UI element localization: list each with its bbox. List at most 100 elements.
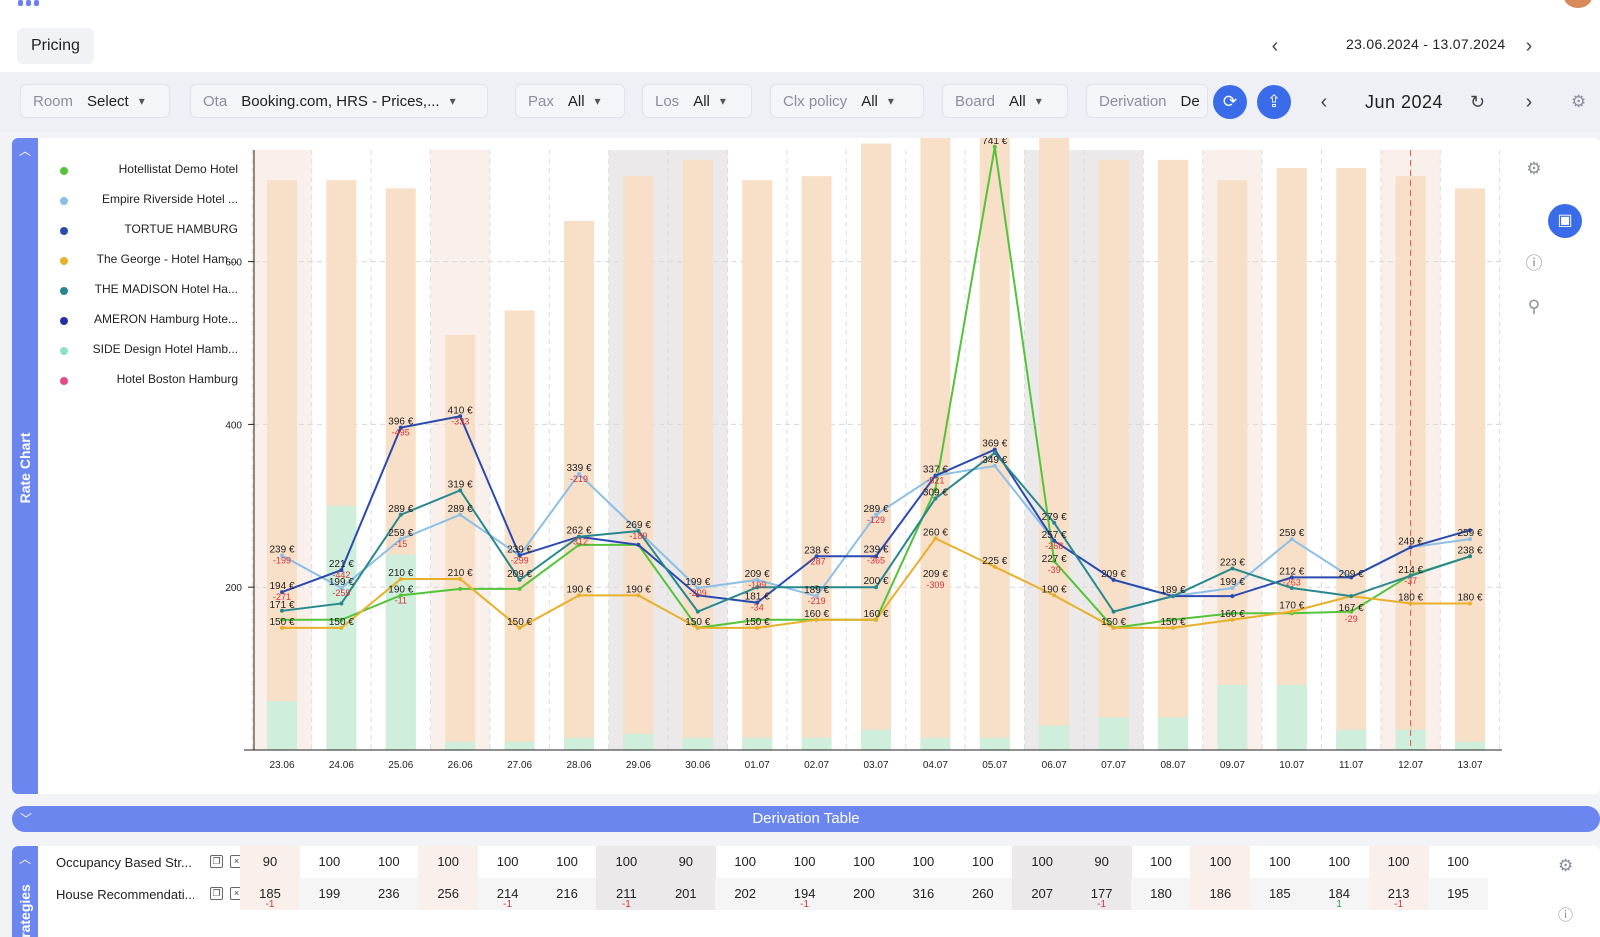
legend-item[interactable]: AMERON Hamburg Hote...: [48, 308, 238, 338]
strategy-cell[interactable]: 211 -1: [596, 878, 657, 910]
strategy-cell[interactable]: 195: [1428, 878, 1488, 910]
strategy-cell[interactable]: 100: [1309, 846, 1369, 878]
next-month-chevron-icon[interactable]: ›: [1525, 91, 1533, 113]
strategy-cell[interactable]: 100: [1012, 846, 1073, 878]
strategy-cell[interactable]: 100: [1131, 846, 1191, 878]
info-icon[interactable]: ⓘ: [1558, 907, 1574, 924]
strategy-cell[interactable]: 100: [478, 846, 538, 878]
rate-chart-sidebar[interactable]: ︿ Rate Chart: [12, 138, 38, 794]
strategy-cell[interactable]: 316: [893, 878, 954, 910]
availability-bar: [801, 176, 832, 750]
strategy-cell[interactable]: 202: [715, 878, 776, 910]
strategy-cell[interactable]: 100: [537, 846, 597, 878]
series-point: [1171, 617, 1175, 622]
strategies-sidebar[interactable]: ︿ Strategies: [12, 846, 38, 937]
strategy-cell[interactable]: 194 -1: [774, 878, 835, 910]
strategy-diff: -1: [1097, 899, 1107, 910]
chart-settings-icon[interactable]: ⚙: [1526, 159, 1542, 178]
series-point: [874, 554, 878, 559]
legend-item[interactable]: SIDE Design Hotel Hamb...: [48, 338, 238, 368]
legend-item[interactable]: The George - Hotel Ham...: [48, 248, 238, 278]
info-icon[interactable]: ⓘ: [1525, 254, 1543, 273]
strategy-cell[interactable]: 216: [537, 878, 597, 910]
strategy-cell[interactable]: 90: [240, 846, 300, 878]
prev-range-chevron-icon[interactable]: ‹: [1271, 35, 1279, 57]
legend-item[interactable]: THE MADISON Hotel Ha...: [48, 278, 238, 308]
strategy-cell[interactable]: 90: [655, 846, 716, 878]
strategy-cell[interactable]: 186: [1190, 878, 1251, 910]
legend-item[interactable]: Empire Riverside Hotel ...: [48, 188, 238, 218]
x-tick-label: 30.06: [685, 760, 710, 771]
board-filter[interactable]: Board All ▾: [942, 84, 1068, 118]
los-filter[interactable]: Los All ▾: [642, 84, 752, 118]
strategy-cell[interactable]: 90: [1071, 846, 1132, 878]
user-avatar[interactable]: [1564, 0, 1592, 8]
clx-policy-filter[interactable]: Clx policy All ▾: [770, 84, 924, 118]
strategies-settings-icon[interactable]: ⚙: [1558, 856, 1574, 875]
strategy-cell[interactable]: 260: [952, 878, 1013, 910]
strategy-cell[interactable]: 201: [655, 878, 716, 910]
strategy-cell[interactable]: 100: [1368, 846, 1429, 878]
strategy-cell[interactable]: 100: [893, 846, 953, 878]
strategy-cell[interactable]: 100: [1428, 846, 1488, 878]
legend-item[interactable]: Hotellistat Demo Hotel: [48, 158, 238, 188]
strategy-cell[interactable]: 214 -1: [477, 878, 538, 910]
strategy-cell[interactable]: 100: [359, 846, 419, 878]
strategy-diff: -1: [265, 899, 275, 910]
next-range-chevron-icon[interactable]: ›: [1525, 35, 1533, 57]
strategy-cell[interactable]: 200: [834, 878, 894, 910]
strategy-cell[interactable]: 213 -1: [1368, 878, 1429, 910]
strategy-cell[interactable]: 100: [418, 846, 479, 878]
prev-month-chevron-icon[interactable]: ‹: [1320, 91, 1328, 113]
strategy-cell[interactable]: 177 -1: [1071, 878, 1132, 910]
legend-dot: [60, 167, 68, 175]
series-point: [1289, 537, 1294, 542]
strategy-cell[interactable]: 100: [299, 846, 359, 878]
strategy-cell[interactable]: 180: [1131, 878, 1191, 910]
legend-item[interactable]: Hotel Boston Hamburg: [48, 368, 238, 398]
collapse-chevron-up-icon[interactable]: ︿: [19, 144, 32, 158]
app-logo[interactable]: [18, 0, 44, 6]
occupancy-bar: [920, 737, 951, 750]
series-point: [1111, 577, 1116, 582]
share-icon[interactable]: ⚲: [1527, 297, 1541, 316]
copy-icon[interactable]: ❐: [210, 887, 223, 900]
strategy-cell[interactable]: 100: [715, 846, 775, 878]
refresh-icon[interactable]: ↻: [1470, 92, 1486, 112]
pax-filter[interactable]: Pax All ▾: [515, 84, 625, 118]
strategy-value: 100: [318, 854, 341, 869]
strategy-cell[interactable]: 185 -1: [240, 878, 300, 910]
series-point: [695, 586, 700, 591]
price-label: 214 €: [1398, 565, 1423, 576]
strategy-cell[interactable]: 100: [834, 846, 894, 878]
strategy-cell[interactable]: 100: [596, 846, 657, 878]
derivation-table-bar[interactable]: ﹀ Derivation Table: [12, 806, 1600, 832]
strategy-cell[interactable]: 185: [1249, 878, 1310, 910]
collapse-chevron-up-icon[interactable]: ︿: [19, 852, 32, 866]
strategy-cell[interactable]: 184 1: [1309, 878, 1370, 910]
occupancy-bar: [623, 733, 654, 750]
date-range[interactable]: 23.06.2024 - 13.07.2024: [1346, 36, 1506, 52]
strategy-cell[interactable]: 100: [775, 846, 835, 878]
rate-chart: 20040060080023.0624.0625.0626.0627.0628.…: [225, 138, 1502, 771]
series-point: [1052, 593, 1057, 598]
sync-button[interactable]: ⟳: [1213, 85, 1247, 119]
legend-item[interactable]: TORTUE HAMBURG: [48, 218, 238, 248]
chevron-down-icon[interactable]: ﹀: [20, 812, 33, 826]
copy-icon[interactable]: ❐: [210, 855, 223, 868]
strategy-cell[interactable]: 100: [1250, 846, 1310, 878]
settings-gear-icon[interactable]: ⚙: [1571, 92, 1587, 111]
price-diff-label: -271: [273, 592, 291, 602]
strategy-cell[interactable]: 256: [418, 878, 479, 910]
room-filter[interactable]: Room Select ▾: [20, 84, 170, 118]
strategy-cell[interactable]: 199: [299, 878, 360, 910]
strategy-cell[interactable]: 236: [358, 878, 419, 910]
ota-filter[interactable]: Ota Booking.com, HRS - Prices,... ▾: [190, 84, 488, 118]
chart-view-icon[interactable]: ▣: [1548, 204, 1582, 238]
strategy-cell[interactable]: 207: [1012, 878, 1073, 910]
derivation-filter[interactable]: Derivation De: [1086, 84, 1208, 118]
upload-button[interactable]: ⇪: [1257, 85, 1291, 119]
price-label: 259 €: [1457, 528, 1482, 539]
strategy-cell[interactable]: 100: [953, 846, 1013, 878]
strategy-cell[interactable]: 100: [1190, 846, 1251, 878]
